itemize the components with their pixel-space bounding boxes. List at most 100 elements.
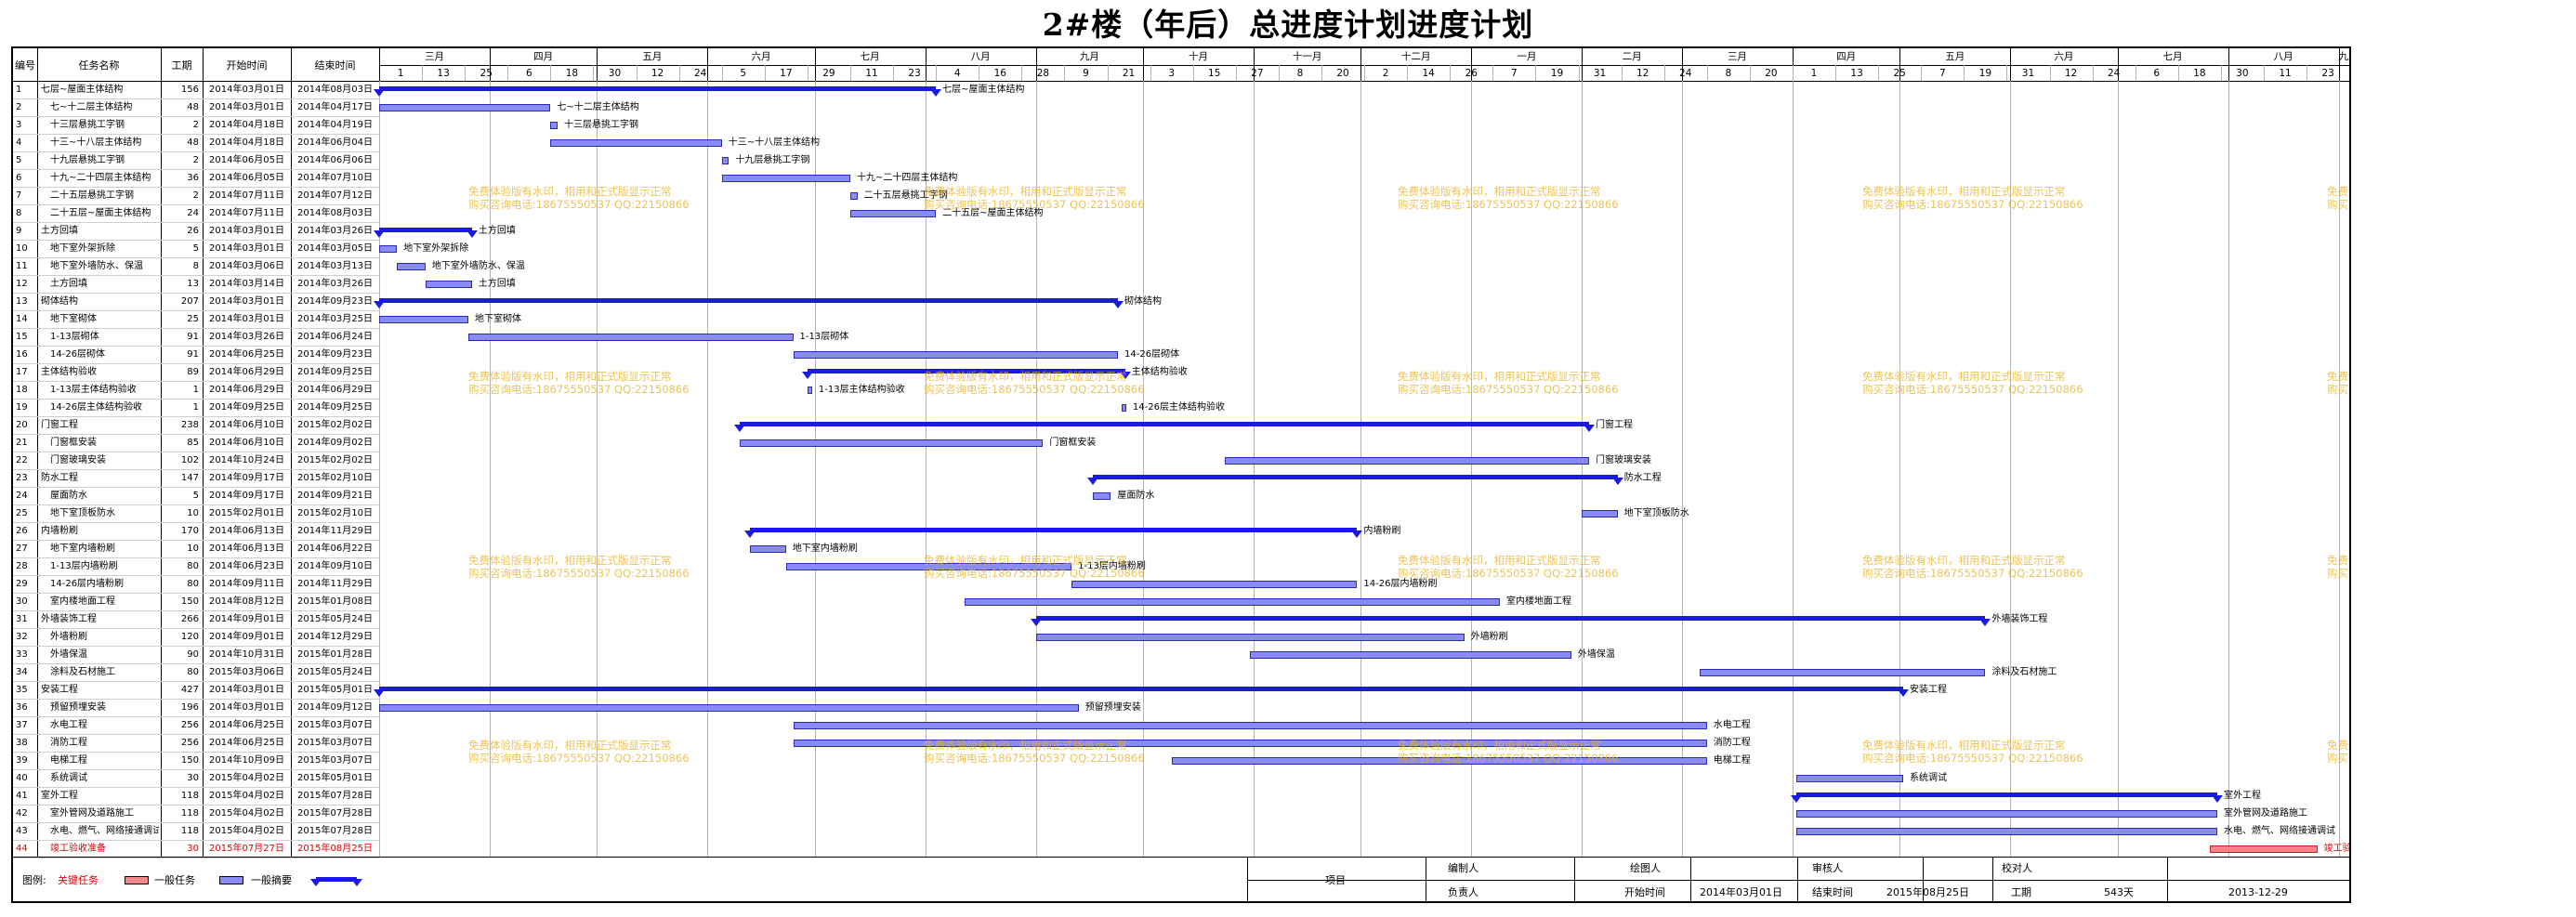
task-name: 14-26层砌体 xyxy=(50,349,106,360)
week-tick-label: 19 xyxy=(1978,68,1992,79)
task-end: 2014年06月06日 xyxy=(297,155,373,165)
week-divider xyxy=(2050,65,2051,81)
week-divider xyxy=(2221,65,2222,81)
task-start: 2014年09月01日 xyxy=(209,614,284,624)
week-tick-label: 5 xyxy=(740,68,747,79)
month-gridline xyxy=(2339,81,2340,857)
bar-label: 屋面防水 xyxy=(1117,491,1155,501)
task-name: 主体结构验收 xyxy=(41,367,97,377)
task-bar xyxy=(849,192,858,200)
bar-label: 二十五层悬挑工字钢 xyxy=(863,190,948,201)
bar-label: 门窗工程 xyxy=(1596,420,1634,430)
week-divider xyxy=(1108,65,1109,81)
row-divider xyxy=(13,646,379,647)
month-label: 三月 xyxy=(1727,51,1747,62)
task-name: 室内楼地面工程 xyxy=(50,596,115,607)
task-start: 2015年04月02日 xyxy=(209,773,284,783)
task-duration: 118 xyxy=(180,808,199,819)
task-start: 2014年03月01日 xyxy=(209,102,284,112)
row-divider xyxy=(13,363,379,364)
month-gridline xyxy=(1471,81,1472,857)
week-tick-label: 31 xyxy=(1593,68,1607,79)
task-duration: 150 xyxy=(180,596,199,607)
task-num: 38 xyxy=(16,738,28,748)
week-divider xyxy=(2264,65,2265,81)
row-divider xyxy=(13,98,379,99)
task-name: 地下室砌体 xyxy=(50,314,97,324)
watermark-line: 免费体验版有水印，相用和正式版显示正常 xyxy=(1862,554,2066,567)
task-bar xyxy=(1582,510,1618,517)
task-end: 2014年09月23日 xyxy=(297,349,373,360)
task-start: 2014年06月23日 xyxy=(209,561,284,571)
task-duration: 118 xyxy=(180,791,199,801)
task-duration: 80 xyxy=(187,579,199,589)
row-divider xyxy=(13,822,379,823)
week-tick-label: 19 xyxy=(1550,68,1564,79)
task-name: 1-13层内墙粉刷 xyxy=(50,561,118,571)
month-gridline xyxy=(379,81,380,857)
task-end: 2014年09月02日 xyxy=(297,438,373,448)
task-start: 2014年03月01日 xyxy=(209,226,284,236)
month-gridline xyxy=(1582,81,1583,857)
summary-bar xyxy=(379,298,1119,303)
week-tick-label: 24 xyxy=(693,68,707,79)
bar-label: 十九~二十四层主体结构 xyxy=(856,173,958,183)
week-tick-label: 26 xyxy=(1465,68,1478,79)
task-num: 19 xyxy=(16,402,28,413)
task-end: 2014年06月22日 xyxy=(297,544,373,554)
task-num: 42 xyxy=(16,808,28,819)
task-duration: 196 xyxy=(180,702,199,713)
task-start: 2014年03月06日 xyxy=(209,261,284,271)
task-end: 2014年07月12日 xyxy=(297,190,373,201)
task-num: 24 xyxy=(16,491,28,501)
summary-bar xyxy=(1093,475,1618,479)
watermark-line: 购买咨询电话:18675550537 QQ:22150866 xyxy=(468,567,690,580)
month-divider xyxy=(1036,48,1037,81)
week-divider xyxy=(1835,65,1836,81)
task-num: 4 xyxy=(16,138,22,148)
watermark-line: 购买咨询电话:18675550537 QQ:22150866 xyxy=(1398,383,1619,396)
task-num: 39 xyxy=(16,755,28,766)
bar-label: 二十五层~屋面主体结构 xyxy=(942,208,1044,218)
month-label: 八月 xyxy=(970,51,991,62)
task-duration: 120 xyxy=(180,632,199,642)
summary-marker xyxy=(1351,531,1363,538)
task-bar xyxy=(785,563,1072,570)
month-label: 十一月 xyxy=(1292,51,1322,62)
divider xyxy=(1574,857,1575,901)
watermark-line: 购买咨询电话:18675550537 QQ:22150866 xyxy=(2327,383,2349,396)
week-tick-label: 18 xyxy=(565,68,579,79)
project-label: 项目 xyxy=(1325,874,1346,886)
task-start: 2015年04月02日 xyxy=(209,826,284,836)
task-duration: 256 xyxy=(180,738,199,748)
task-name: 系统调试 xyxy=(50,773,87,783)
task-name: 内墙粉刷 xyxy=(41,526,78,536)
task-name: 室外管网及道路施工 xyxy=(50,808,134,819)
watermark-line: 免费体验版有水印，相用和正式版显示正常 xyxy=(468,370,672,383)
divider xyxy=(1797,857,1798,901)
week-divider xyxy=(893,65,894,81)
week-divider xyxy=(1921,65,1922,81)
week-tick-label: 21 xyxy=(1122,68,1136,79)
month-divider xyxy=(1899,48,1900,81)
row-divider xyxy=(13,310,379,311)
row-divider xyxy=(13,293,379,294)
task-name: 1-13层主体结构验收 xyxy=(50,385,137,395)
task-duration: 102 xyxy=(180,455,199,465)
week-tick-label: 9 xyxy=(1083,68,1089,79)
watermark-line: 免费体验版有水印，相用和正式版显示正常 xyxy=(468,554,672,567)
task-name: 外墙装饰工程 xyxy=(41,614,97,624)
task-duration: 150 xyxy=(180,755,199,766)
row-divider xyxy=(13,169,379,170)
row-divider xyxy=(13,769,379,770)
task-num: 11 xyxy=(16,261,28,271)
month-divider xyxy=(1682,48,1683,81)
watermark-line: 购买咨询电话:18675550537 QQ:22150866 xyxy=(924,567,1145,580)
task-end: 2015年03月07日 xyxy=(297,720,373,730)
task-end: 2015年05月01日 xyxy=(297,773,373,783)
task-bar xyxy=(1250,651,1571,659)
task-end: 2014年08月03日 xyxy=(297,85,373,95)
month-label: 九月 xyxy=(1079,51,1099,62)
task-duration: 30 xyxy=(187,773,199,783)
bar-label: 电梯工程 xyxy=(1713,755,1751,766)
